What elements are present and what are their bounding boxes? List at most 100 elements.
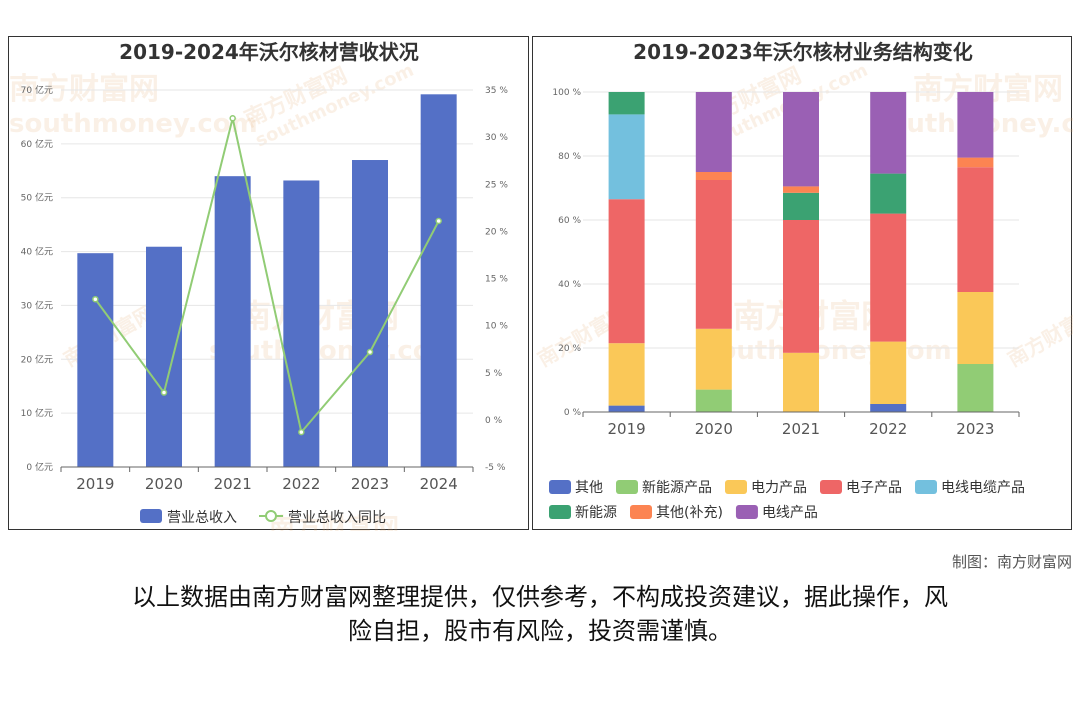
legend-label: 电子产品 <box>846 480 902 496</box>
y-right-tick-label: 25 % <box>485 180 508 190</box>
revenue-chart: 南方财富网southmoney.com南方财富网southmoney.com南方… <box>9 40 509 531</box>
y-tick-label: 60 % <box>558 216 581 226</box>
legend-swatch <box>549 505 571 519</box>
yoy-point <box>366 348 374 356</box>
x-tick-label: 2022 <box>869 420 907 438</box>
revenue-bars <box>77 94 457 468</box>
legend-label: 新能源 <box>575 505 617 521</box>
y-left-tick-label: 50 亿元 <box>21 192 53 204</box>
y-right-tick-label: 30 % <box>485 133 508 143</box>
watermark-text: southmoney.com <box>703 336 952 366</box>
yoy-point <box>92 295 99 303</box>
stack-segment <box>695 389 732 412</box>
stack-segment <box>695 172 732 180</box>
revenue-bar <box>283 180 320 468</box>
revenue-bar <box>420 94 457 468</box>
watermark-text: 南方财富网 <box>269 513 399 531</box>
stack-segment <box>957 167 994 292</box>
yoy-point <box>229 115 236 122</box>
x-tick-label: 2021 <box>782 420 820 438</box>
legend-swatch <box>630 505 652 519</box>
x-tick-label: 2022 <box>282 475 320 493</box>
legend-swatch <box>915 480 937 494</box>
y-left-tick-label: 30 亿元 <box>21 299 53 311</box>
y-left-tick-label: 0 亿元 <box>26 461 53 473</box>
x-tick-label: 2024 <box>420 475 458 493</box>
x-tick-label: 2020 <box>145 475 183 493</box>
legend-swatch <box>549 480 571 494</box>
stack-segment <box>608 114 645 200</box>
legend-label: 电线电缆产品 <box>941 480 1025 496</box>
legend-label-yoy: 营业总收入同比 <box>288 510 386 526</box>
chart-credit: 制图：南方财富网 <box>951 553 1072 571</box>
y-right-tick-label: 10 % <box>485 322 508 332</box>
y-left-tick-label: 40 亿元 <box>21 246 53 258</box>
stack-segment <box>695 180 732 329</box>
stack-segment <box>870 173 907 214</box>
structure-chart-title: 2019-2023年沃尔核材业务结构变化 <box>633 40 973 64</box>
disclaimer-line-1: 以上数据由南方财富网整理提供，仅供参考，不构成投资建议，据此操作，风 <box>132 583 948 611</box>
x-tick-label: 2020 <box>695 420 733 438</box>
stack-segment <box>957 292 994 364</box>
y-left-tick-label: 20 亿元 <box>21 353 53 365</box>
y-right-tick-label: 5 % <box>485 369 503 379</box>
y-right-tick-label: 0 % <box>485 416 503 426</box>
stack-segment <box>957 364 994 412</box>
stack-segment <box>957 92 994 158</box>
legend-swatch <box>735 505 758 519</box>
stack-segment <box>870 92 907 174</box>
watermark-text: southmoney.com <box>9 109 258 139</box>
stack-segment <box>783 186 819 193</box>
structure-stacked-bars <box>608 92 994 412</box>
stack-segment <box>608 343 645 406</box>
revenue-legend: 营业总收入 营业总收入同比 <box>140 509 386 526</box>
y-right-tick-label: -5 % <box>485 463 506 473</box>
stack-segment <box>695 92 732 172</box>
stack-segment <box>695 328 732 390</box>
y-tick-label: 0 % <box>564 408 582 418</box>
stack-segment <box>783 192 819 220</box>
legend-label-revenue: 营业总收入 <box>167 510 237 526</box>
revenue-axes: 2019 2020 2021 2022 2023 2024 0 亿元 10 亿元 20 亿元 30… <box>21 84 509 493</box>
legend-label: 电线产品 <box>762 505 818 521</box>
legend-label: 电力产品 <box>751 480 807 496</box>
legend-label: 新能源产品 <box>642 480 712 496</box>
stack-segment <box>783 352 819 412</box>
x-tick-label: 2023 <box>956 420 994 438</box>
yoy-line-path <box>94 118 440 435</box>
disclaimer: 以上数据由南方财富网整理提供，仅供参考，不构成投资建议，据此操作，风 险自担，股… <box>60 580 1020 648</box>
stack-segment <box>870 404 907 412</box>
revenue-bar <box>77 253 114 467</box>
revenue-bar <box>352 160 388 467</box>
legend-swatch <box>616 480 638 494</box>
x-tick-label: 2019 <box>76 475 114 493</box>
y-left-tick-label: 70 亿元 <box>21 84 53 96</box>
stack-segment <box>783 220 819 353</box>
structure-axes: 2019 2020 2021 2022 2023 0 % 20 % 40 % 60 % 80 % 1… <box>552 88 1020 438</box>
y-right-tick-label: 35 % <box>485 86 508 96</box>
revenue-chart-panel: 南方财富网southmoney.com南方财富网southmoney.com南方… <box>8 36 529 531</box>
y-right-tick-label: 20 % <box>485 227 508 237</box>
x-tick-label: 2023 <box>351 475 389 493</box>
x-tick-label: 2021 <box>214 475 252 493</box>
y-tick-label: 40 % <box>558 280 581 290</box>
stack-segment <box>957 157 994 168</box>
revenue-chart-title: 2019-2024年沃尔核材营收状况 <box>119 40 419 64</box>
legend-swatch-revenue <box>140 509 162 523</box>
y-tick-label: 100 % <box>552 88 581 98</box>
yoy-point <box>160 389 168 396</box>
yoy-point <box>435 217 442 225</box>
watermark-text: 南方财富网 <box>1004 301 1074 372</box>
business-structure-panel: 南方财富网southmoney.com南方财富网southmoney.com南方… <box>532 36 1074 530</box>
y-tick-label: 20 % <box>558 344 581 354</box>
y-left-tick-label: 10 亿元 <box>21 407 53 419</box>
y-left-tick-label: 60 亿元 <box>21 138 53 150</box>
legend-label: 其他(补充) <box>656 505 723 521</box>
revenue-bar <box>146 246 182 467</box>
y-tick-label: 80 % <box>558 152 581 162</box>
yoy-point <box>298 428 305 436</box>
stack-segment <box>870 213 907 342</box>
legend-swatch-yoy-marker <box>265 510 277 522</box>
x-tick-label: 2019 <box>608 420 646 438</box>
